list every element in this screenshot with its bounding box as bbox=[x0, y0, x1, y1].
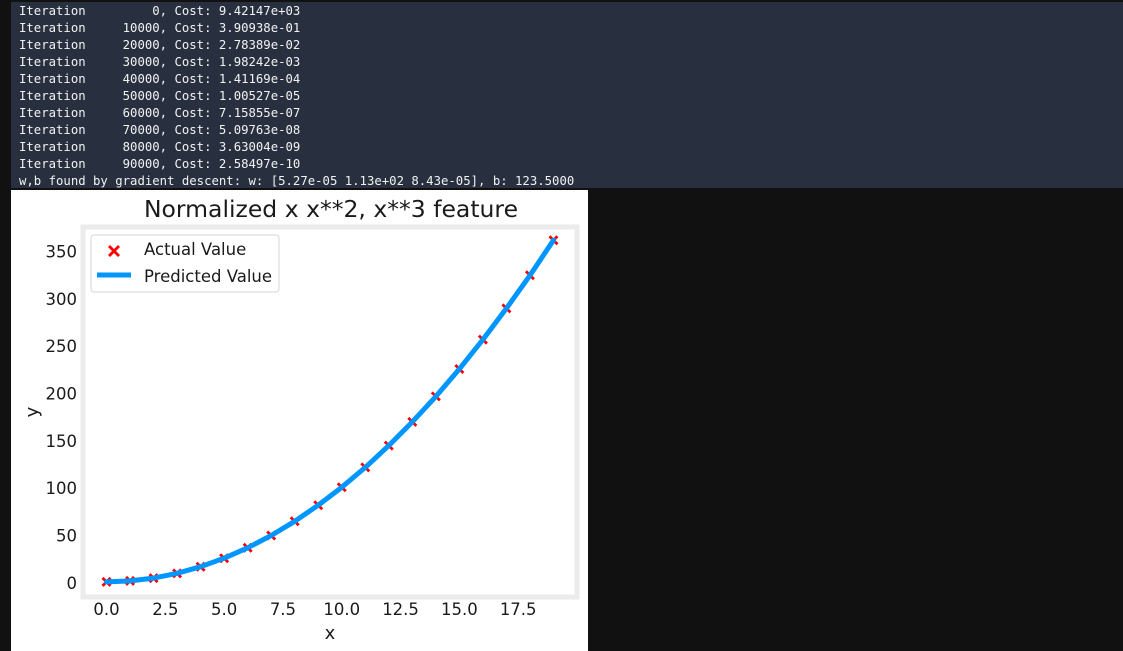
y-tick-label: 50 bbox=[56, 526, 77, 545]
console-line: Iteration 20000, Cost: 2.78389e-02 bbox=[19, 38, 301, 52]
y-tick-label: 350 bbox=[46, 243, 78, 262]
console-line: Iteration 90000, Cost: 2.58497e-10 bbox=[19, 157, 301, 171]
console-line: Iteration 10000, Cost: 3.90938e-01 bbox=[19, 21, 301, 35]
chart-title: Normalized x x**2, x**3 feature bbox=[144, 195, 518, 223]
console-output: Iteration 0, Cost: 9.42147e+03 Iteration … bbox=[11, 2, 1123, 188]
x-tick-label: 15.0 bbox=[441, 600, 478, 619]
x-tick-label: 7.5 bbox=[270, 600, 296, 619]
x-tick-label: 17.5 bbox=[500, 600, 537, 619]
x-tick-label: 10.0 bbox=[323, 600, 360, 619]
legend-marker-actual bbox=[108, 245, 120, 257]
y-tick-label: 100 bbox=[46, 479, 78, 498]
chart-svg: Normalized x x**2, x**3 feature 0.0 2.5 5.… bbox=[22, 195, 580, 644]
console-line: Iteration 60000, Cost: 7.15855e-07 bbox=[19, 106, 301, 120]
plot-figure: Normalized x x**2, x**3 feature 0.0 2.5 5.… bbox=[11, 190, 588, 651]
console-line: Iteration 30000, Cost: 1.98242e-03 bbox=[19, 55, 301, 69]
legend-x-marker bbox=[108, 245, 120, 257]
x-tick-label: 5.0 bbox=[211, 600, 237, 619]
legend: Actual Value Predicted Value bbox=[90, 234, 280, 293]
y-tick-label: 150 bbox=[46, 432, 78, 451]
x-axis-label: x bbox=[325, 623, 336, 644]
console-line: Iteration 80000, Cost: 3.63004e-09 bbox=[19, 140, 301, 154]
console-line: Iteration 0, Cost: 9.42147e+03 bbox=[19, 4, 301, 18]
x-tick-label: 0.0 bbox=[93, 600, 119, 619]
series-line-predicted bbox=[104, 237, 556, 585]
console-line: Iteration 40000, Cost: 1.41169e-04 bbox=[19, 72, 301, 86]
console-line: Iteration 50000, Cost: 1.00527e-05 bbox=[19, 89, 301, 103]
console-line: Iteration 70000, Cost: 5.09763e-08 bbox=[19, 123, 301, 137]
y-tick-label: 0 bbox=[67, 574, 78, 593]
legend-box bbox=[90, 234, 280, 293]
legend-label-actual: Actual Value bbox=[144, 240, 246, 259]
y-tick-label: 300 bbox=[46, 290, 78, 309]
x-tick-label: 2.5 bbox=[152, 600, 178, 619]
x-tick-label: 12.5 bbox=[382, 600, 419, 619]
console-line: w,b found by gradient descent: w: [5.27e… bbox=[19, 174, 575, 188]
y-axis-label: y bbox=[22, 406, 43, 417]
y-tick-label: 250 bbox=[46, 337, 78, 356]
y-tick-label: 200 bbox=[46, 385, 78, 404]
legend-label-predicted: Predicted Value bbox=[144, 267, 272, 286]
